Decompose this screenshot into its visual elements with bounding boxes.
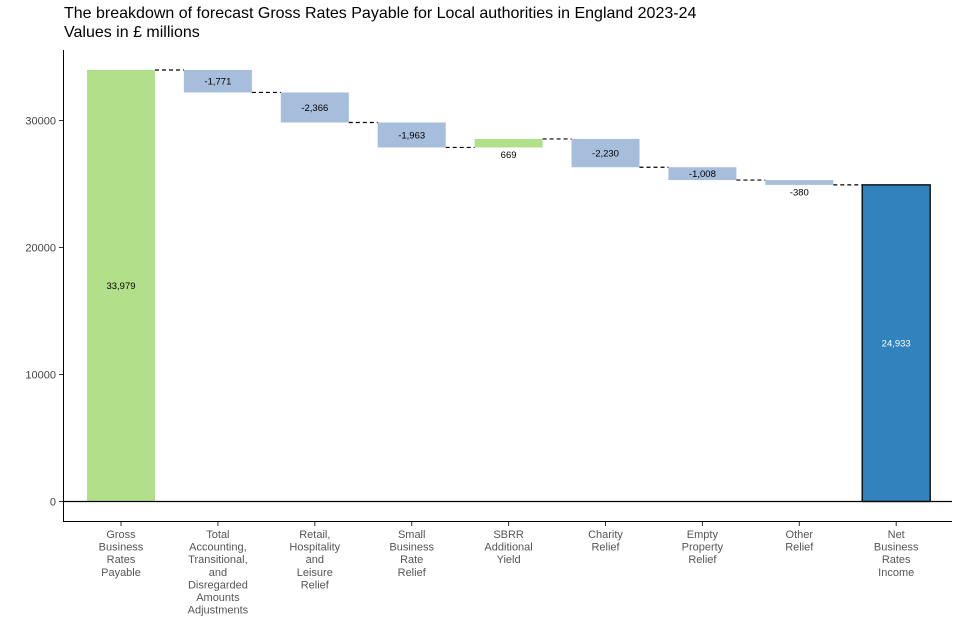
x-tick-label-line: Leisure: [297, 567, 333, 579]
data-label-3: -2,366: [301, 103, 328, 114]
y-tick-label-0: 0: [50, 497, 56, 509]
x-tick-label-line: Relief: [785, 542, 814, 554]
x-tick-label-line: Additional: [484, 542, 532, 554]
x-tick-label-line: Property: [682, 542, 724, 554]
y-tick-label-20000: 20000: [25, 243, 56, 255]
x-tick-label-line: Rates: [107, 554, 136, 566]
bar-8: [765, 180, 834, 185]
x-tick-label-line: Payable: [101, 567, 141, 579]
x-tick-label-line: Relief: [398, 567, 427, 579]
x-tick-label-9: Net Business Rates Income: [874, 529, 919, 579]
x-tick-label-line: Gross: [106, 529, 136, 541]
x-tick-label-line: Total: [206, 529, 229, 541]
connectors-layer: [155, 69, 863, 186]
x-tick-label-1: Gross Business Rates Payable: [99, 529, 144, 579]
x-tick-label-line: Empty: [687, 529, 719, 541]
x-tick-label-7: Empty Property Relief: [682, 529, 724, 566]
x-tick-label-line: Relief: [591, 542, 620, 554]
x-tick-label-line: Amounts: [196, 592, 240, 604]
chart-title: The breakdown of forecast Gross Rates Pa…: [64, 5, 697, 22]
bar-5: [474, 138, 543, 148]
x-tick-label-line: Accounting,: [189, 542, 246, 554]
bar-4: [377, 122, 446, 148]
x-tick-label-line: Yield: [497, 554, 521, 566]
data-label-5: 669: [501, 150, 517, 161]
bar-7: [668, 167, 737, 181]
bar-6: [571, 138, 640, 168]
x-tick-label-line: Business: [874, 542, 919, 554]
x-tick-label-line: Relief: [301, 579, 330, 591]
x-tick-label-line: Hospitality: [289, 542, 340, 554]
x-tick-label-line: Business: [389, 542, 434, 554]
data-label-4: -1,963: [398, 130, 425, 141]
data-label-1: 33,979: [106, 281, 135, 292]
bars-layer: [87, 69, 931, 503]
x-tick-label-line: Disregarded: [188, 579, 248, 591]
x-tick-label-line: Rate: [400, 554, 423, 566]
data-label-7: -1,008: [689, 169, 716, 180]
bar-3: [280, 92, 349, 123]
x-tick-label-2: Total Accounting, Transitional, and Disregar…: [188, 529, 249, 617]
x-tick-label-line: Relief: [688, 554, 717, 566]
x-tick-label-line: Transitional,: [188, 554, 248, 566]
y-tick-label-10000: 10000: [25, 370, 56, 382]
x-tick-label-line: Small: [398, 529, 426, 541]
bar-2: [183, 69, 252, 93]
data-labels-layer: 33,979 -1,771 -2,366 -1,963 669 -2,230 -1,008 -…: [106, 77, 910, 350]
x-tick-label-line: Retail,: [299, 529, 330, 541]
x-tick-label-line: Business: [99, 542, 144, 554]
bar-1: [87, 69, 155, 502]
x-tick-label-line: Rates: [882, 554, 911, 566]
data-label-2: -1,771: [204, 77, 231, 88]
y-tick-label-30000: 30000: [25, 116, 56, 128]
x-tick-label-line: Adjustments: [188, 605, 249, 617]
x-tick-label-line: Income: [878, 567, 914, 579]
x-tick-label-line: SBRR: [493, 529, 524, 541]
chart-title-block: The breakdown of forecast Gross Rates Pa…: [64, 4, 696, 42]
x-tick-label-8: Other Relief: [785, 529, 814, 554]
chart-subtitle: Values in £ millions: [64, 24, 200, 41]
x-tick-label-line: Net: [888, 529, 905, 541]
x-tick-label-5: SBRR Additional Yield: [484, 529, 532, 566]
x-tick-label-line: Other: [786, 529, 814, 541]
data-label-6: -2,230: [592, 149, 619, 160]
x-tick-label-line: and: [306, 554, 324, 566]
data-label-8: -380: [790, 187, 809, 198]
x-tick-label-line: Charity: [588, 529, 623, 541]
data-label-9: 24,933: [882, 339, 911, 350]
x-tick-label-3: Retail, Hospitality and Leisure Relief: [289, 529, 340, 591]
x-tick-label-6: Charity Relief: [588, 529, 623, 554]
x-tick-label-4: Small Business Rate Relief: [389, 529, 434, 579]
x-tick-label-line: and: [209, 567, 227, 579]
